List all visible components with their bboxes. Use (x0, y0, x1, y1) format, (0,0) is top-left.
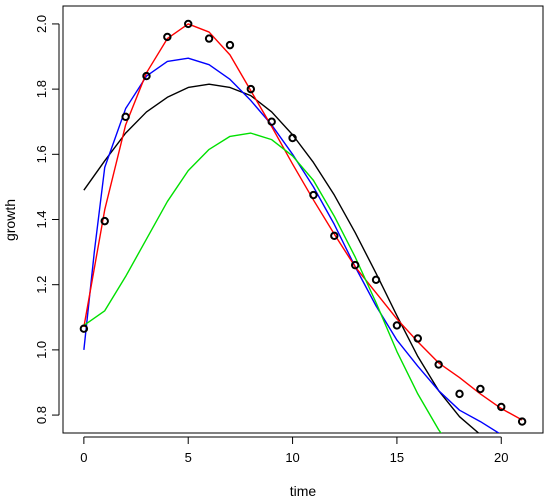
data-point (330, 231, 339, 240)
data-point (413, 334, 422, 343)
data-point (371, 275, 381, 285)
data-point (100, 216, 109, 226)
data-point (225, 40, 235, 50)
data-point (309, 190, 318, 200)
x-tick-label: 20 (494, 450, 508, 465)
data-point (455, 389, 464, 399)
data-point (267, 117, 276, 126)
y-tick-label: 1.8 (34, 80, 49, 98)
axes-layer: 0 5 10 15 20 0.8 1.0 1.2 1.4 1.6 1.8 2.0 (34, 15, 508, 465)
y-tick-label: 1.4 (34, 210, 49, 228)
y-tick-label: 1.6 (34, 145, 49, 163)
data-point (184, 19, 193, 29)
y-axis-title: growth (2, 199, 18, 241)
series-line-1 (83, 57, 500, 433)
data-point (246, 84, 256, 94)
series-line-0 (83, 83, 480, 433)
data-point (350, 260, 360, 270)
x-axis-title: time (290, 483, 317, 499)
series-line-2 (83, 23, 523, 421)
data-point (497, 402, 506, 412)
x-tick-label: 10 (285, 450, 299, 465)
y-tick-label: 1.2 (34, 276, 49, 294)
x-tick-label: 15 (390, 450, 404, 465)
data-point (392, 321, 402, 330)
data-point (121, 112, 130, 122)
y-tick-label: 1.0 (34, 341, 49, 359)
x-tick-label: 5 (185, 450, 192, 465)
points-layer (79, 19, 527, 426)
data-point (476, 384, 485, 394)
data-point (517, 417, 527, 426)
y-tick-label: 0.8 (34, 406, 49, 424)
data-point (204, 34, 214, 43)
series-layer (83, 23, 523, 433)
data-point (163, 32, 172, 42)
data-point (288, 133, 297, 143)
data-point (79, 324, 89, 333)
data-point (434, 360, 443, 369)
plot-frame (62, 5, 544, 434)
y-tick-label: 2.0 (34, 15, 49, 33)
data-point (142, 71, 151, 81)
series-line-3 (83, 132, 442, 433)
x-tick-label: 0 (80, 450, 87, 465)
